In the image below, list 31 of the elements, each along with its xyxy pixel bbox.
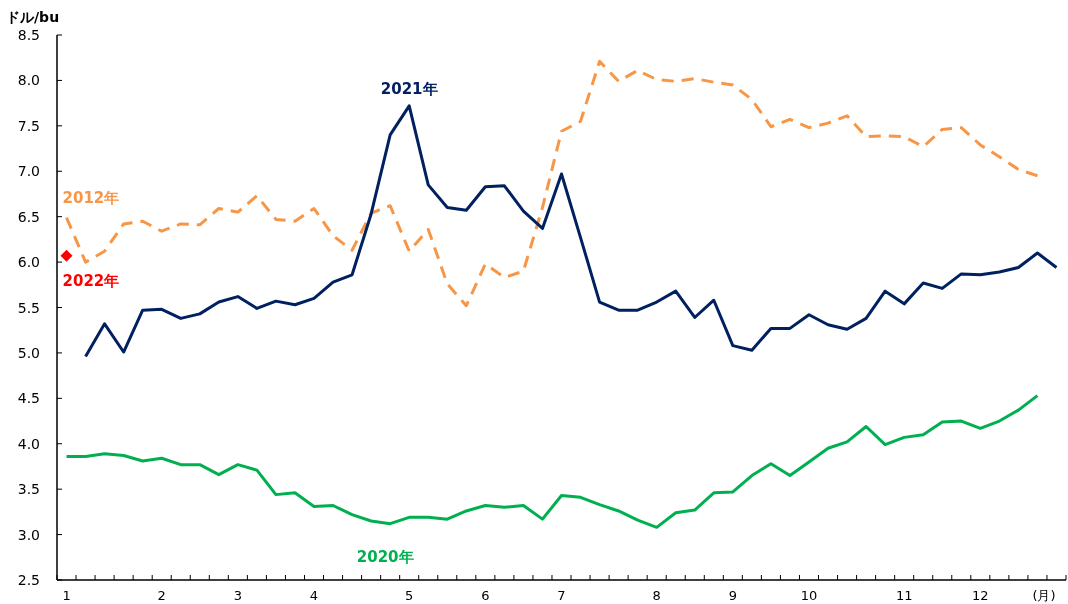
y-tick-label: 7.5 <box>17 117 40 134</box>
y-tick-label: 3.0 <box>17 526 40 543</box>
y-tick-label: 8.5 <box>17 27 40 43</box>
y-tick-label: 5.5 <box>17 299 40 316</box>
y-tick-label: 8.0 <box>17 72 40 89</box>
y-tick-label: 4.0 <box>17 435 40 452</box>
x-tick-label: 10 <box>800 588 818 603</box>
x-tick-label: 4 <box>309 588 319 603</box>
x-tick-label: 12 <box>972 588 989 603</box>
y-tick-label: 4.5 <box>17 390 40 407</box>
series-label: 2021年 <box>380 79 438 98</box>
series-label: 2012年 <box>62 188 120 207</box>
x-tick-label: 2 <box>157 588 166 603</box>
y-tick-label: 3.5 <box>17 481 40 498</box>
y-tick-label: 6.0 <box>17 254 40 271</box>
y-axis-title: ドル/bu <box>6 9 60 25</box>
y-tick-label: 6.5 <box>17 208 40 225</box>
x-tick-label: 5 <box>405 588 414 603</box>
x-axis-title: (月) <box>1032 588 1056 603</box>
y-tick-label: 2.5 <box>17 572 40 588</box>
x-tick-label: 8 <box>652 588 661 603</box>
y-tick-label: 7.0 <box>17 163 40 180</box>
x-tick-label: 6 <box>481 588 490 603</box>
x-tick-label: 3 <box>233 588 242 603</box>
series-label: 2020年 <box>356 547 414 566</box>
y-tick-label: 5.0 <box>17 344 40 361</box>
x-tick-label: 7 <box>557 588 566 603</box>
x-tick-label: 1 <box>62 588 71 603</box>
x-tick-label: 11 <box>895 588 913 603</box>
series-label: 2022年 <box>62 271 120 290</box>
x-tick-label: 9 <box>728 588 737 603</box>
